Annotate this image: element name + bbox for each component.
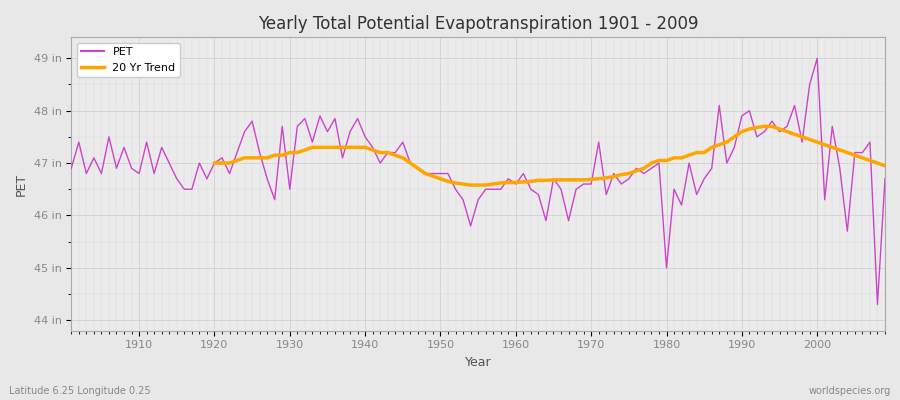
Title: Yearly Total Potential Evapotranspiration 1901 - 2009: Yearly Total Potential Evapotranspiratio… xyxy=(258,15,698,33)
Text: Latitude 6.25 Longitude 0.25: Latitude 6.25 Longitude 0.25 xyxy=(9,386,150,396)
Y-axis label: PET: PET xyxy=(15,172,28,196)
Legend: PET, 20 Yr Trend: PET, 20 Yr Trend xyxy=(76,43,180,77)
Text: worldspecies.org: worldspecies.org xyxy=(809,386,891,396)
X-axis label: Year: Year xyxy=(464,356,491,369)
